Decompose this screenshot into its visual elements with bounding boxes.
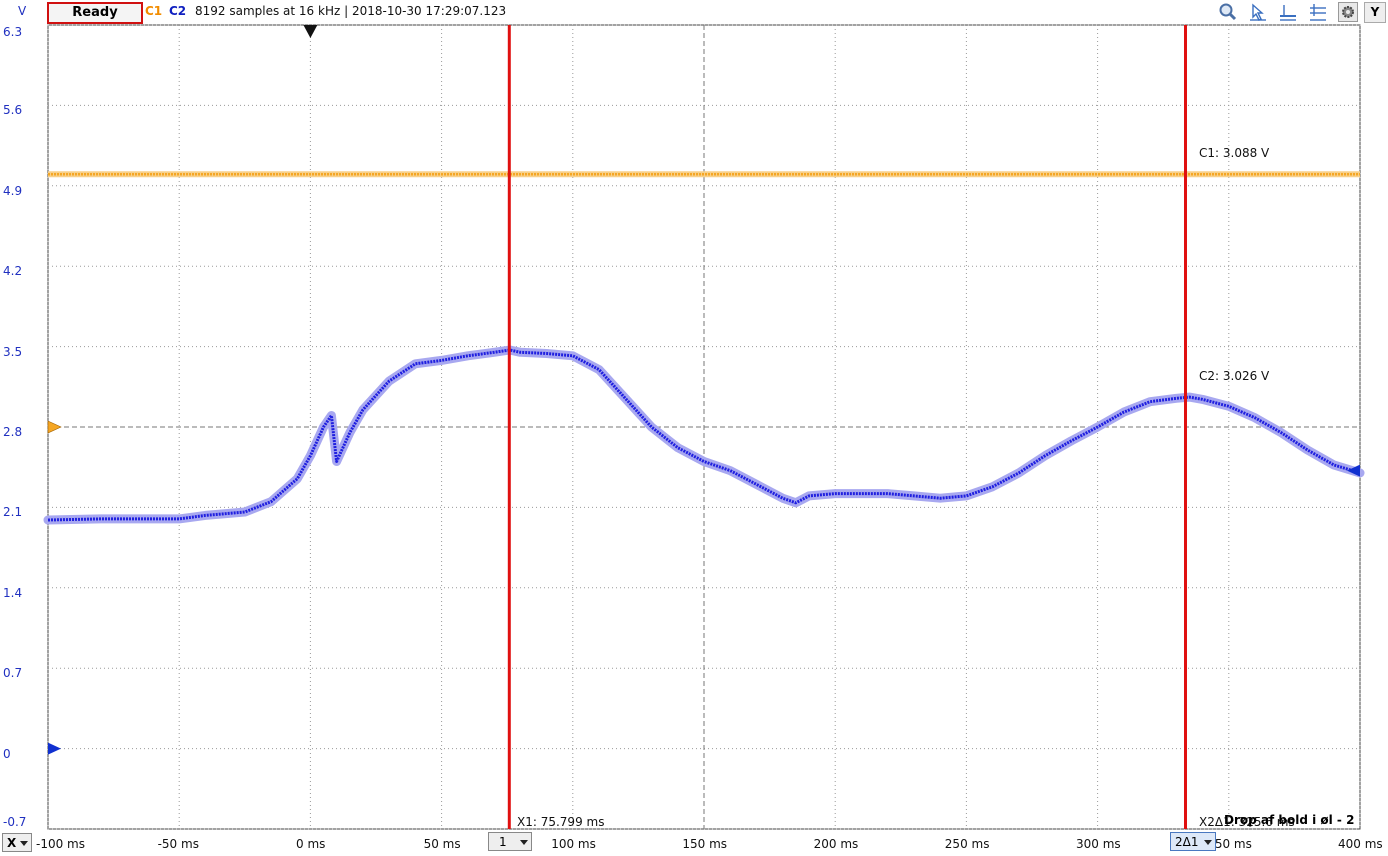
y-tick-label: 6.3 <box>3 25 23 39</box>
x-axis-label: X <box>7 836 17 850</box>
x-tick-label: 50 ms <box>423 837 461 851</box>
x2-cursor-select[interactable]: 2Δ1 <box>1170 832 1216 851</box>
x-tick-label: 0 ms <box>296 837 326 851</box>
horizontal-cursors-icon[interactable] <box>1308 2 1328 22</box>
waveforms <box>43 171 1365 525</box>
x-tick-label: 200 ms <box>813 837 859 851</box>
ready-button[interactable]: Ready <box>47 2 143 24</box>
x1-select-value: 1 <box>499 835 507 849</box>
c2-cursor-reading: C2: 3.026 V <box>1199 369 1270 383</box>
y-tick-label: 4.2 <box>3 264 23 279</box>
y-tick-label: 0.7 <box>3 666 23 681</box>
chevron-down-icon <box>520 840 528 845</box>
zoom-icon[interactable] <box>1218 2 1238 22</box>
x-tick-label: -50 ms <box>157 837 199 851</box>
y-unit-label: V <box>18 4 27 18</box>
y-tick-label: 2.1 <box>3 505 23 520</box>
cursor-select-icon[interactable] <box>1248 2 1268 22</box>
trigger-time-marker <box>303 25 318 38</box>
x2-cursor-reading: X2Δ1: 325.6 ms <box>1199 815 1295 829</box>
x-tick-label: 250 ms <box>944 837 990 851</box>
x1-cursor-select[interactable]: 1 <box>488 832 532 851</box>
c2-trace-end-marker <box>1347 464 1360 477</box>
x-tick-label: -100 ms <box>36 837 85 851</box>
y-tick-label: 4.9 <box>3 183 23 198</box>
c2-offset-marker <box>48 742 61 755</box>
markers <box>47 25 1360 829</box>
chevron-down-icon <box>20 841 28 846</box>
y-tick-label: 3.5 <box>3 344 23 359</box>
x-tick-label: 150 ms <box>682 837 728 851</box>
x-tick-label: 400 ms <box>1338 837 1383 851</box>
x-tick-label: 350 ms <box>1207 837 1252 851</box>
series-c2-line <box>47 348 1361 522</box>
y-axis-button[interactable]: Y <box>1364 2 1386 23</box>
chevron-down-icon <box>1204 840 1212 845</box>
x-tick-label: 300 ms <box>1076 837 1121 851</box>
x-tick-label: 100 ms <box>551 837 596 851</box>
y-tick-label: -0.7 <box>3 815 27 829</box>
trace-title: Drop af bold i øl - 2 <box>1224 813 1355 827</box>
horizontal-cursor-icon[interactable] <box>1278 2 1298 22</box>
toolbar: V Ready C1 C2 8192 samples at 16 kHz | 2… <box>0 0 1388 24</box>
x1-cursor-reading: X1: 75.799 ms <box>517 815 605 829</box>
y-tick-label: 5.6 <box>3 103 23 118</box>
y-tick-label: 0 <box>3 746 11 761</box>
acquisition-info: 8192 samples at 16 kHz | 2018-10-30 17:2… <box>195 4 507 18</box>
channel-c1-toggle[interactable]: C1 <box>145 4 163 18</box>
x-axis-button[interactable]: X <box>2 833 32 852</box>
settings-icon[interactable] <box>1338 2 1358 22</box>
x2-select-value: 2Δ1 <box>1175 835 1199 849</box>
c1-cursor-reading: C1: 3.088 V <box>1199 146 1270 160</box>
y-tick-label: 2.8 <box>3 425 23 439</box>
c1-offset-marker <box>47 420 62 434</box>
y-tick-label: 1.4 <box>3 585 23 600</box>
grid <box>47 24 1361 830</box>
channel-c2-toggle[interactable]: C2 <box>169 4 187 18</box>
